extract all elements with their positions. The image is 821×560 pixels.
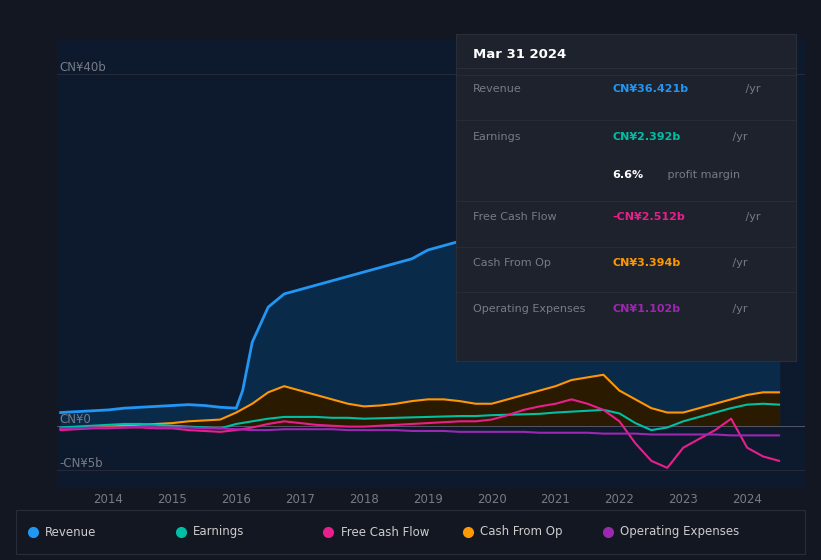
Text: /yr: /yr: [742, 212, 760, 222]
Text: /yr: /yr: [729, 132, 747, 142]
Text: Revenue: Revenue: [473, 85, 521, 95]
Bar: [16, 510, 805, 554]
Text: Cash From Op: Cash From Op: [473, 258, 551, 268]
Text: CN¥3.394b: CN¥3.394b: [612, 258, 681, 268]
Text: CN¥2.392b: CN¥2.392b: [612, 132, 681, 142]
Text: CN¥0: CN¥0: [59, 413, 90, 426]
Text: Revenue: Revenue: [45, 525, 97, 539]
Text: /yr: /yr: [742, 85, 760, 95]
Text: /yr: /yr: [729, 258, 747, 268]
Text: Mar 31 2024: Mar 31 2024: [473, 48, 566, 62]
Text: CN¥36.421b: CN¥36.421b: [612, 85, 689, 95]
Text: CN¥40b: CN¥40b: [59, 62, 106, 74]
Text: -CN¥5b: -CN¥5b: [59, 456, 103, 470]
Text: Operating Expenses: Operating Expenses: [473, 304, 585, 314]
Text: /yr: /yr: [729, 304, 747, 314]
Text: Earnings: Earnings: [193, 525, 245, 539]
Text: Earnings: Earnings: [473, 132, 521, 142]
Text: Free Cash Flow: Free Cash Flow: [473, 212, 557, 222]
Text: -CN¥2.512b: -CN¥2.512b: [612, 212, 686, 222]
Text: 6.6%: 6.6%: [612, 170, 644, 180]
Text: profit margin: profit margin: [664, 170, 741, 180]
Text: CN¥1.102b: CN¥1.102b: [612, 304, 681, 314]
Text: Cash From Op: Cash From Op: [480, 525, 562, 539]
Text: Free Cash Flow: Free Cash Flow: [341, 525, 429, 539]
Text: Operating Expenses: Operating Expenses: [620, 525, 739, 539]
